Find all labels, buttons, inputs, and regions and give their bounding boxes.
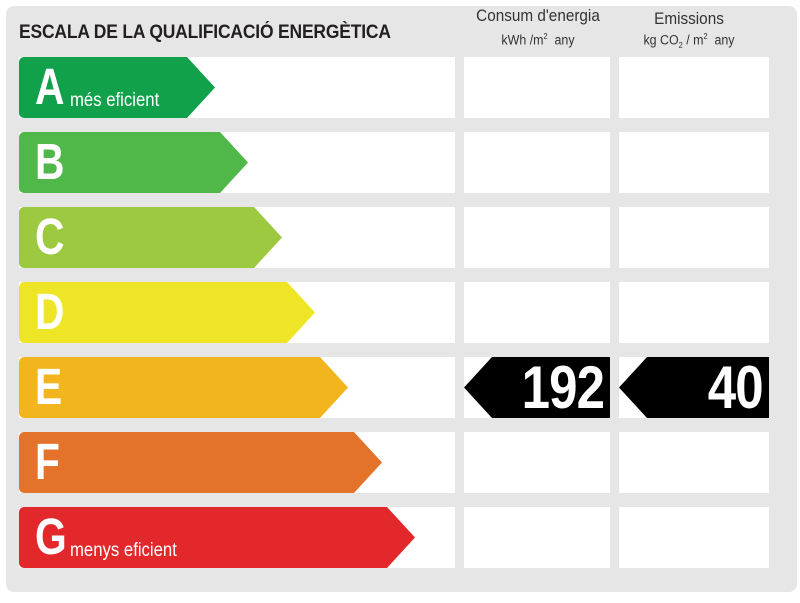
rating-letter: C xyxy=(35,208,65,265)
arrow-shape xyxy=(19,357,348,418)
rating-letter: F xyxy=(35,433,60,490)
arrow-shape xyxy=(19,282,315,343)
rating-letter: G xyxy=(35,508,67,565)
consumption-cell-c xyxy=(464,207,610,268)
rating-arrow-d: D xyxy=(19,282,315,343)
rating-letter: D xyxy=(35,283,65,340)
emissions-cell-a xyxy=(619,57,769,118)
consumption-cell-f xyxy=(464,432,610,493)
consumption-cell-g xyxy=(464,507,610,568)
rating-arrow-f: F xyxy=(19,432,382,493)
rating-sublabel: més eficient xyxy=(70,90,160,111)
emissions-cell-d xyxy=(619,282,769,343)
consumption-column-header: Consum d'energia kWh /m2 any xyxy=(464,6,612,49)
tag-pointer-shape xyxy=(464,357,610,418)
rating-arrow-b: B xyxy=(19,132,248,193)
tag-polygon xyxy=(619,357,769,418)
arrow-shape xyxy=(19,57,215,118)
rating-sublabel: menys eficient xyxy=(70,540,177,561)
consumption-cell-b xyxy=(464,132,610,193)
rating-letter: E xyxy=(35,358,63,415)
tag-pointer-shape xyxy=(619,357,769,418)
tag-polygon xyxy=(464,357,610,418)
rating-arrow-e: E xyxy=(19,357,348,418)
emissions-cell-c xyxy=(619,207,769,268)
emissions-cell-f xyxy=(619,432,769,493)
emissions-cell-b xyxy=(619,132,769,193)
consumption-value-tag: 192 xyxy=(464,357,610,418)
rating-value: 40 xyxy=(707,354,764,421)
arrow-shape xyxy=(19,432,382,493)
rating-letter: B xyxy=(35,133,65,190)
emissions-value-tag: 40 xyxy=(619,357,769,418)
rating-letter: A xyxy=(35,58,65,115)
consumption-cell-a xyxy=(464,57,610,118)
emissions-unit: kg CO2 / m2 any xyxy=(643,32,735,51)
rating-value: 192 xyxy=(521,354,604,421)
emissions-cell-g xyxy=(619,507,769,568)
rating-arrow-c: C xyxy=(19,207,282,268)
energy-label-card: ESCALA DE LA QUALIFICACIÓ ENERGÈTICA Con… xyxy=(6,6,797,592)
label-title: ESCALA DE LA QUALIFICACIÓ ENERGÈTICA xyxy=(19,22,391,43)
arrow-shape xyxy=(19,132,248,193)
consumption-unit: kWh /m2 any xyxy=(501,32,575,48)
arrow-shape xyxy=(19,207,282,268)
emissions-title: Emissions xyxy=(654,9,724,28)
arrow-shape xyxy=(19,507,415,568)
consumption-cell-d xyxy=(464,282,610,343)
consumption-title: Consum d'energia xyxy=(476,6,600,25)
emissions-column-header: Emissions kg CO2 / m2 any xyxy=(614,9,764,51)
